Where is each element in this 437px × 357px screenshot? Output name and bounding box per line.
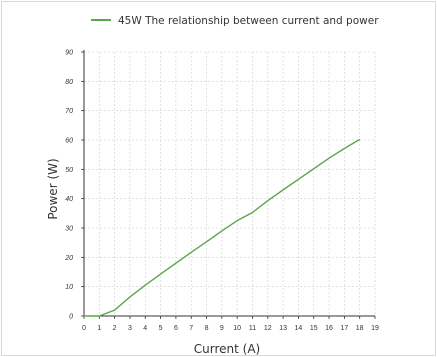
x-tick-label: 17 (340, 325, 348, 332)
y-tick-label: 70 (65, 108, 73, 115)
x-tick-label: 4 (143, 325, 147, 332)
y-tick-label: 10 (65, 284, 73, 291)
x-tick-label: 15 (310, 325, 318, 332)
y-tick-label: 0 (69, 314, 73, 321)
legend: 45W The relationship between current and… (91, 15, 379, 27)
x-tick-label: 13 (279, 325, 287, 332)
x-tick-label: 2 (113, 325, 117, 332)
x-tick-label: 8 (205, 325, 209, 332)
y-axis-title: Power (W) (46, 158, 60, 219)
x-tick-label: 14 (295, 325, 303, 332)
y-tick-label: 40 (65, 196, 73, 203)
x-tick-label: 1 (97, 325, 101, 332)
y-tick-label: 50 (65, 167, 73, 174)
x-tick-label: 7 (189, 325, 193, 332)
y-tick-labels: 0 10 20 30 40 50 60 70 80 90 (64, 50, 73, 321)
y-tick-label: 30 (65, 226, 73, 233)
x-tick-label: 16 (325, 325, 333, 332)
x-tick-label: 0 (82, 325, 86, 332)
y-tick-label: 60 (65, 138, 73, 145)
x-tick-label: 19 (371, 325, 379, 332)
x-tick-label: 6 (174, 325, 178, 332)
x-tick-label: 3 (128, 325, 132, 332)
y-tick-label: 90 (65, 50, 73, 57)
legend-label: 45W The relationship between current and… (118, 15, 379, 27)
x-tick-label: 18 (356, 325, 364, 332)
axes (81, 50, 376, 319)
y-tick-label: 80 (65, 79, 73, 86)
grid (84, 51, 376, 316)
x-tick-labels: 0 1 2 3 4 5 6 7 8 9 10 11 12 13 14 15 16 17 18 19 (82, 325, 379, 332)
x-tick-label: 11 (249, 325, 256, 332)
x-tick-label: 12 (264, 325, 272, 332)
series-line-0 (84, 138, 361, 317)
x-tick-label: 10 (233, 325, 241, 332)
x-tick-label: 9 (220, 325, 224, 332)
x-tick-label: 5 (159, 325, 163, 332)
x-axis-title: Current (A) (194, 342, 260, 356)
y-tick-label: 20 (64, 255, 73, 262)
series-layer (84, 138, 361, 317)
